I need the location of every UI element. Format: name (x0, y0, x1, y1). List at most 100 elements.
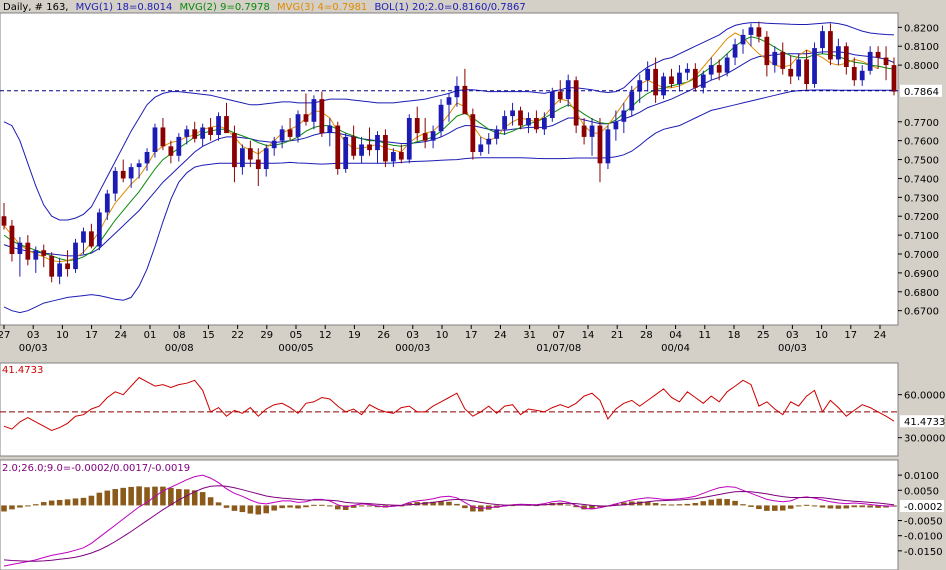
macd-histogram-bar (144, 487, 150, 506)
macd-histogram-bar (398, 505, 405, 507)
date-tick-label: 25 (757, 330, 770, 341)
candle-body (112, 170, 118, 194)
macd-histogram-bar (644, 501, 651, 506)
date-tick-label: 18 (728, 330, 741, 341)
candle-body (287, 129, 293, 137)
date-tick-label: 24 (874, 330, 887, 341)
macd-histogram-bar (136, 486, 142, 506)
macd-last-label: -0.0002 (904, 502, 943, 513)
rsi-last-label: 41.4733 (904, 417, 945, 428)
macd-histogram-bar (764, 505, 770, 511)
macd-histogram-bar (215, 502, 222, 506)
date-tick-label: 04 (669, 330, 682, 341)
candle-body (534, 118, 539, 130)
candle-body (843, 46, 849, 67)
candle-body (828, 31, 833, 60)
macd-histogram-bar (247, 505, 254, 514)
macd-histogram-bar (191, 490, 198, 506)
macd-histogram-bar (168, 487, 174, 506)
candle-body (216, 116, 221, 135)
date-tick-label: 08 (173, 330, 186, 341)
date-tick-label: 10 (56, 330, 69, 341)
candle-body (319, 99, 325, 134)
date-tick-label: 12 (319, 330, 332, 341)
date-tick-label: 31 (523, 330, 536, 341)
macd-histogram-bar (104, 490, 111, 506)
candle-body (724, 57, 730, 73)
header-mvg3: MVG(3) 4=0.7981 (277, 2, 367, 13)
macd-histogram-bar (176, 489, 182, 506)
candle-body (390, 152, 396, 162)
candle-body (271, 140, 277, 149)
price-tick-label: 0.7500 (904, 156, 939, 167)
macd-histogram-bar (811, 505, 818, 507)
macd-histogram-bar (573, 505, 579, 508)
candle-body (359, 144, 364, 156)
macd-tick-label: -0.0150 (904, 547, 943, 558)
date-tick-label: 24 (494, 330, 507, 341)
macd-plot-area[interactable] (0, 459, 899, 570)
macd-histogram-bar (851, 505, 858, 508)
candle-body (200, 127, 206, 139)
candle-body (613, 121, 619, 130)
macd-histogram-bar (358, 505, 365, 507)
rsi-plot-area[interactable] (0, 362, 899, 457)
macd-tick-label: 0.0050 (904, 486, 939, 497)
rsi-tick-label: 60.0000 (904, 391, 945, 402)
macd-histogram-bar (342, 505, 349, 510)
candle-body (581, 125, 587, 137)
candle-body (653, 68, 658, 96)
candle-body (25, 242, 31, 260)
candle-body (462, 85, 468, 115)
date-tick-label: 14 (582, 330, 595, 341)
macd-histogram-bar (636, 501, 643, 506)
date-tick-label: 15 (202, 330, 215, 341)
candle-body (446, 97, 452, 105)
candle-body (383, 135, 388, 162)
header-symbol: Daily, # 163, (3, 2, 68, 13)
macd-histogram-bar (96, 492, 103, 506)
candle-body (732, 44, 738, 58)
period-label: 01/07/08 (536, 343, 581, 354)
candle-body (716, 65, 722, 73)
candle-body (597, 125, 603, 164)
main-header: Daily, # 163, MVG(1) 18=0.8014 MVG(2) 9=… (3, 2, 526, 13)
macd-signal-line (3, 485, 895, 562)
price-tick-label: 0.7700 (904, 118, 939, 129)
macd-histogram-bar (223, 505, 230, 508)
macd-histogram-bar (446, 501, 452, 506)
last-price-box (900, 84, 942, 97)
date-tick-label: 10 (815, 330, 828, 341)
candle-body (295, 114, 301, 137)
price-panel (0, 21, 898, 314)
candle-body (685, 68, 690, 73)
macd-histogram-bar (33, 504, 39, 506)
series-line-3 (3, 22, 895, 221)
macd-histogram-bar (311, 504, 317, 506)
macd-histogram-bar (9, 505, 15, 510)
period-label: 00/03 (778, 343, 807, 354)
candle-body (883, 57, 889, 66)
date-tick-label: 11 (698, 330, 711, 341)
macd-histogram-bar (334, 505, 341, 510)
candle-body (478, 144, 484, 152)
candle-body (65, 263, 70, 270)
macd-histogram-bar (406, 502, 413, 506)
date-tick-label: 28 (640, 330, 653, 341)
candle-body (486, 138, 492, 145)
candle-body (240, 148, 245, 168)
candle-body (224, 116, 229, 134)
date-tick-label: 24 (114, 330, 127, 341)
candle-body (414, 118, 420, 134)
date-x-axis: 27 03 10 17 24 01 08 15 22 29 05 12 19 26 03 10 17 24 31 07… (0, 325, 886, 354)
date-tick-label: 19 (348, 330, 361, 341)
price-plot-area[interactable] (0, 12, 899, 326)
rsi-header: 41.4733 (2, 365, 43, 376)
candle-body (700, 74, 706, 88)
macd-histogram-bar (835, 505, 842, 509)
candle-body (788, 68, 794, 77)
macd-histogram-bar (533, 505, 540, 507)
candle-body (327, 125, 333, 134)
price-tick-label: 0.7200 (904, 212, 939, 223)
date-tick-label: 22 (231, 330, 244, 341)
